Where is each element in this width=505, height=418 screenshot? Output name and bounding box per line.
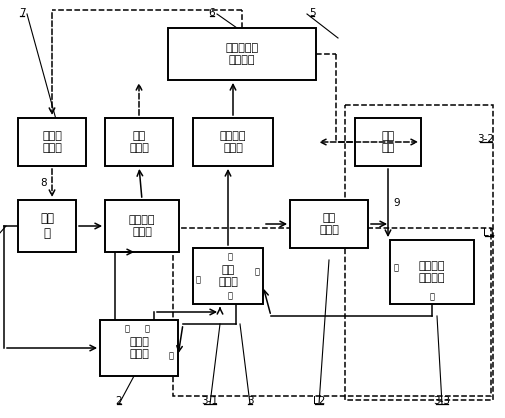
Text: L2: L2 <box>313 396 325 406</box>
Text: 模数
转换器: 模数 转换器 <box>129 131 149 153</box>
Text: 3: 3 <box>246 396 254 406</box>
Text: 第二光电
探测器: 第二光电 探测器 <box>220 131 246 153</box>
Text: 第一光电
探测器: 第一光电 探测器 <box>129 215 155 237</box>
Text: 3-3: 3-3 <box>433 396 450 406</box>
Text: 激光
器: 激光 器 <box>40 212 54 240</box>
Text: 7: 7 <box>19 8 25 18</box>
Text: 第一
分束器: 第一 分束器 <box>218 265 238 287</box>
Text: 一: 一 <box>227 252 232 261</box>
Text: 数据采集与
处理模块: 数据采集与 处理模块 <box>225 43 259 65</box>
Bar <box>390 240 474 304</box>
Text: 双路稳相
反射模块: 双路稳相 反射模块 <box>419 261 445 283</box>
Bar <box>168 28 316 80</box>
Bar <box>345 105 493 400</box>
Bar <box>18 118 86 166</box>
Text: 一: 一 <box>394 263 399 273</box>
Bar <box>18 200 76 252</box>
Text: 三: 三 <box>227 291 232 300</box>
Bar <box>355 118 421 166</box>
Text: 光纤
延时线: 光纤 延时线 <box>319 213 339 235</box>
Text: 三: 三 <box>125 324 129 333</box>
Text: L1: L1 <box>483 228 495 238</box>
Text: 6: 6 <box>209 8 215 18</box>
Text: 第一温
控模块: 第一温 控模块 <box>42 131 62 153</box>
Bar <box>105 200 179 252</box>
Text: 3-1: 3-1 <box>201 396 219 406</box>
Text: 3-2: 3-2 <box>478 134 494 144</box>
Bar <box>100 320 178 376</box>
Text: 9: 9 <box>393 198 399 208</box>
Bar <box>193 248 263 304</box>
Text: 二: 二 <box>429 292 434 301</box>
Bar <box>105 118 173 166</box>
Text: 路径选
择模块: 路径选 择模块 <box>129 337 149 359</box>
Text: 二: 二 <box>255 268 260 276</box>
Bar <box>290 200 368 248</box>
Bar <box>173 228 491 396</box>
Text: 8: 8 <box>40 178 47 188</box>
Text: 2: 2 <box>116 396 122 406</box>
Text: 二: 二 <box>144 324 149 333</box>
Text: 稳相
模块: 稳相 模块 <box>381 131 394 153</box>
Bar <box>193 118 273 166</box>
Text: 5: 5 <box>309 8 315 18</box>
Text: 四: 四 <box>196 275 201 285</box>
Text: 一: 一 <box>169 352 174 360</box>
